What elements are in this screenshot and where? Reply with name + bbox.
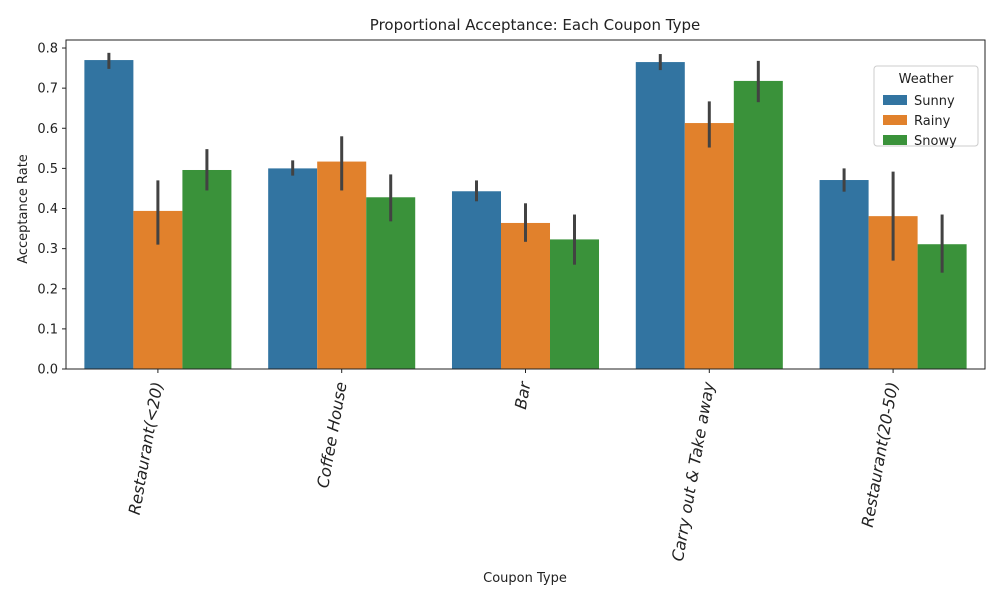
x-tick-label: Restaurant(20-50) bbox=[858, 380, 902, 528]
bar-snowy-3 bbox=[733, 80, 783, 370]
bar-sunny-3 bbox=[635, 62, 685, 369]
y-tick-label: 0.3 bbox=[37, 242, 58, 257]
y-tick-label: 0.7 bbox=[37, 82, 58, 97]
legend-swatch-sunny bbox=[883, 95, 907, 105]
error-bars-layer bbox=[107, 52, 944, 273]
legend: Weather Sunny Rainy Snowy bbox=[873, 65, 979, 149]
y-tick-label: 0.8 bbox=[37, 42, 58, 57]
bar-snowy-1 bbox=[366, 197, 416, 369]
legend-swatch-snowy bbox=[883, 135, 907, 145]
bars-layer bbox=[84, 60, 967, 370]
bar-sunny-4 bbox=[819, 180, 869, 369]
plot-frame bbox=[65, 39, 986, 370]
bar-sunny-2 bbox=[451, 191, 501, 369]
legend-swatch-rainy bbox=[883, 115, 907, 125]
x-tick-label: Coffee House bbox=[313, 380, 350, 489]
bar-sunny-0 bbox=[84, 60, 134, 369]
legend-label-sunny: Sunny bbox=[914, 94, 955, 109]
bar-rainy-2 bbox=[500, 222, 551, 369]
legend-title: Weather bbox=[899, 72, 954, 87]
bar-sunny-1 bbox=[268, 168, 318, 369]
bar-rainy-3 bbox=[684, 123, 734, 370]
x-tick-label: Carry out & Take away bbox=[668, 380, 718, 563]
legend-box bbox=[873, 65, 979, 147]
bar-rainy-1 bbox=[317, 161, 367, 369]
y-tick-label: 0.6 bbox=[37, 122, 58, 137]
bar-snowy-0 bbox=[182, 169, 232, 369]
y-axis-title: Acceptance Rate bbox=[16, 154, 31, 264]
y-tick-label: 0.1 bbox=[37, 322, 58, 337]
y-tick-label: 0.2 bbox=[37, 282, 58, 297]
x-axis-title: Coupon Type bbox=[483, 571, 567, 586]
y-tick-label: 0.5 bbox=[37, 162, 58, 177]
x-tick-label: Restaurant(<20) bbox=[125, 380, 167, 516]
legend-label-rainy: Rainy bbox=[914, 114, 951, 129]
y-tick-label: 0.4 bbox=[37, 202, 58, 217]
legend-label-snowy: Snowy bbox=[914, 134, 957, 149]
chart-title: Proportional Acceptance: Each Coupon Typ… bbox=[370, 16, 700, 34]
y-tick-label: 0.0 bbox=[37, 363, 58, 378]
x-tick-label: Bar bbox=[511, 379, 535, 411]
